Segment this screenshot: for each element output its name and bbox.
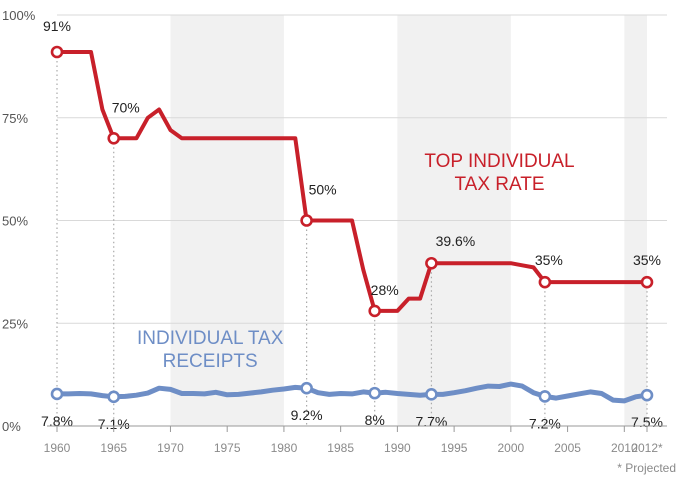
data-point-marker xyxy=(425,388,438,401)
x-tick-label: 1965 xyxy=(100,441,127,455)
x-tick-label: 2010 xyxy=(611,441,638,455)
series-title-top-rate: TAX RATE xyxy=(454,174,544,195)
data-point-marker xyxy=(300,214,313,227)
y-tick-label: 25% xyxy=(2,316,28,331)
x-tick-label: 2012* xyxy=(631,441,663,455)
x-tick-label: 2005 xyxy=(554,441,581,455)
y-tick-label: 75% xyxy=(2,111,28,126)
x-tick-label: 1985 xyxy=(327,441,354,455)
data-point-marker xyxy=(368,304,381,318)
data-label-receipts: 9.2% xyxy=(291,407,323,423)
x-tick-label: 1980 xyxy=(271,441,298,455)
data-label-receipts: 7.1% xyxy=(98,416,130,432)
series-title-top-rate: TOP INDIVIDUAL xyxy=(424,151,574,172)
data-point-marker xyxy=(640,388,654,402)
data-point-marker xyxy=(538,390,552,403)
data-point-marker xyxy=(640,275,654,289)
data-point-marker xyxy=(300,381,313,395)
x-tick-label: 1995 xyxy=(441,441,468,455)
data-label-top-rate: 28% xyxy=(371,282,399,298)
data-label-top-rate: 50% xyxy=(309,182,337,198)
footnote-projected: * Projected xyxy=(617,461,676,475)
y-tick-label: 100% xyxy=(2,8,36,23)
data-label-receipts: 7.8% xyxy=(41,413,73,429)
x-tick-label: 1975 xyxy=(214,441,241,455)
series-line-top-tax-rate xyxy=(55,50,649,313)
x-tick-label: 1990 xyxy=(384,441,411,455)
marker-layer xyxy=(50,45,654,404)
series-title-receipts: RECEIPTS xyxy=(163,351,258,372)
data-point-marker xyxy=(538,275,552,289)
y-tick-label: 50% xyxy=(2,214,28,229)
data-point-marker xyxy=(107,390,121,404)
data-label-top-rate: 39.6% xyxy=(436,233,476,249)
data-label-top-rate: 35% xyxy=(633,252,661,268)
data-point-marker xyxy=(107,132,121,145)
data-label-receipts: 7.7% xyxy=(415,413,447,429)
data-label-top-rate: 70% xyxy=(112,99,140,115)
data-label-receipts: 7.2% xyxy=(529,415,561,431)
y-tick-label: 0% xyxy=(2,419,21,434)
data-point-marker xyxy=(50,45,64,59)
data-point-marker xyxy=(50,387,64,401)
data-point-marker xyxy=(425,256,438,270)
label-layer: 91% 70% 50% 28% 39.6% 35% 35% 7.8% 7.1% 9.2% 8% 7.7… xyxy=(41,18,663,432)
data-label-receipts: 8% xyxy=(365,412,385,428)
drop-lines xyxy=(56,51,648,426)
series-title-receipts: INDIVIDUAL TAX xyxy=(137,328,284,349)
x-tick-label: 2000 xyxy=(497,441,524,455)
data-label-top-rate: 91% xyxy=(43,18,71,34)
x-tick-label: 1960 xyxy=(44,441,71,455)
data-label-top-rate: 35% xyxy=(535,252,563,268)
axis-layer: 0% 25% 50% 75% 100% 1960 1965 1970 1975 1980 1985 1… xyxy=(2,8,667,455)
x-tick-label: 1970 xyxy=(157,441,184,455)
gridlines xyxy=(57,14,667,324)
series-line-tax-receipts xyxy=(54,381,650,404)
data-point-marker xyxy=(368,386,381,400)
